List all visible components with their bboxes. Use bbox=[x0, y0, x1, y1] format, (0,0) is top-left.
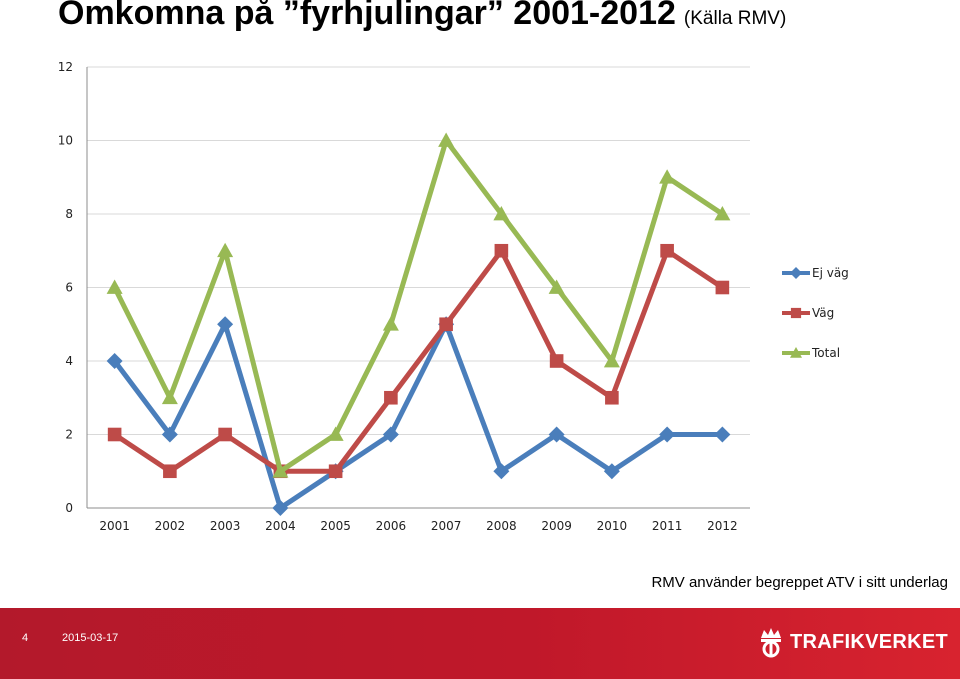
x-tick-label: 2012 bbox=[707, 519, 738, 533]
data-point bbox=[106, 353, 123, 369]
data-point bbox=[715, 280, 730, 295]
legend-label: Total bbox=[811, 346, 840, 360]
data-point bbox=[218, 427, 232, 442]
data-point bbox=[790, 307, 802, 319]
data-point bbox=[659, 426, 676, 443]
y-tick-label: 8 bbox=[65, 207, 73, 221]
data-point bbox=[790, 347, 802, 358]
chart-title: Omkomna på ”fyrhjulingar” 2001-2012 bbox=[58, 0, 676, 32]
x-tick-label: 2009 bbox=[541, 519, 572, 533]
data-point bbox=[493, 206, 510, 221]
y-tick-label: 10 bbox=[58, 134, 73, 148]
data-point bbox=[217, 316, 234, 333]
data-point bbox=[438, 132, 455, 147]
data-point bbox=[272, 500, 289, 516]
data-point bbox=[328, 464, 343, 479]
data-point bbox=[382, 316, 399, 331]
data-point bbox=[382, 426, 399, 443]
data-point bbox=[107, 427, 122, 442]
data-point bbox=[603, 353, 620, 368]
series-line bbox=[113, 248, 724, 474]
crown-emblem-icon bbox=[761, 628, 781, 658]
logo-text: TRAFIKVERKET bbox=[790, 630, 949, 653]
legend-label: Ej väg bbox=[812, 266, 849, 280]
x-tick-label: 2001 bbox=[99, 519, 130, 533]
series-line bbox=[112, 138, 724, 474]
data-point bbox=[659, 169, 676, 184]
data-point bbox=[163, 464, 177, 479]
x-tick-label: 2003 bbox=[210, 519, 241, 533]
data-point bbox=[272, 463, 289, 478]
data-point bbox=[548, 279, 565, 294]
footer-bar: 4 2015-03-17 TRAFIKVERKET bbox=[0, 608, 960, 679]
x-tick-label: 2010 bbox=[597, 519, 628, 533]
data-point bbox=[439, 317, 453, 332]
data-point bbox=[549, 354, 564, 368]
data-point bbox=[106, 279, 123, 294]
legend-label: Väg bbox=[812, 306, 834, 320]
data-point bbox=[714, 426, 731, 443]
data-point bbox=[605, 390, 619, 405]
trafikverket-logo: TRAFIKVERKET bbox=[758, 624, 948, 660]
data-point bbox=[493, 463, 510, 480]
data-point bbox=[161, 426, 178, 443]
series-line bbox=[112, 321, 723, 511]
x-tick-label: 2008 bbox=[486, 519, 517, 533]
y-tick-label: 6 bbox=[65, 281, 73, 295]
slide-title: Omkomna på ”fyrhjulingar” 2001-2012 (Käll… bbox=[58, 0, 786, 33]
data-point bbox=[161, 389, 178, 405]
data-point bbox=[217, 242, 234, 258]
x-tick-label: 2002 bbox=[155, 519, 186, 533]
x-tick-label: 2005 bbox=[320, 519, 351, 533]
data-point bbox=[603, 463, 620, 480]
y-tick-label: 2 bbox=[65, 428, 73, 442]
y-tick-label: 4 bbox=[65, 354, 73, 368]
footer-date: 2015-03-17 bbox=[62, 632, 119, 644]
page-number: 4 bbox=[22, 632, 29, 644]
data-point bbox=[790, 267, 802, 279]
x-tick-label: 2004 bbox=[265, 519, 296, 533]
x-tick-label: 2007 bbox=[431, 519, 462, 533]
line-chart: 0 2 4 6 8 10 12 2001 2002 2003 2004 2005 2006 2007 200… bbox=[58, 60, 849, 533]
data-point bbox=[327, 426, 344, 441]
data-point bbox=[384, 390, 398, 405]
footnote: RMV använder begreppet ATV i sitt underl… bbox=[651, 574, 948, 591]
chart-source: (Källa RMV) bbox=[683, 8, 787, 29]
y-tick-label: 12 bbox=[58, 60, 73, 74]
y-tick-label: 0 bbox=[65, 501, 73, 515]
data-point bbox=[548, 426, 565, 443]
data-point bbox=[660, 243, 674, 258]
x-tick-label: 2006 bbox=[376, 519, 407, 533]
data-point bbox=[494, 243, 509, 258]
x-tick-label: 2011 bbox=[652, 519, 683, 533]
data-point bbox=[714, 206, 731, 221]
